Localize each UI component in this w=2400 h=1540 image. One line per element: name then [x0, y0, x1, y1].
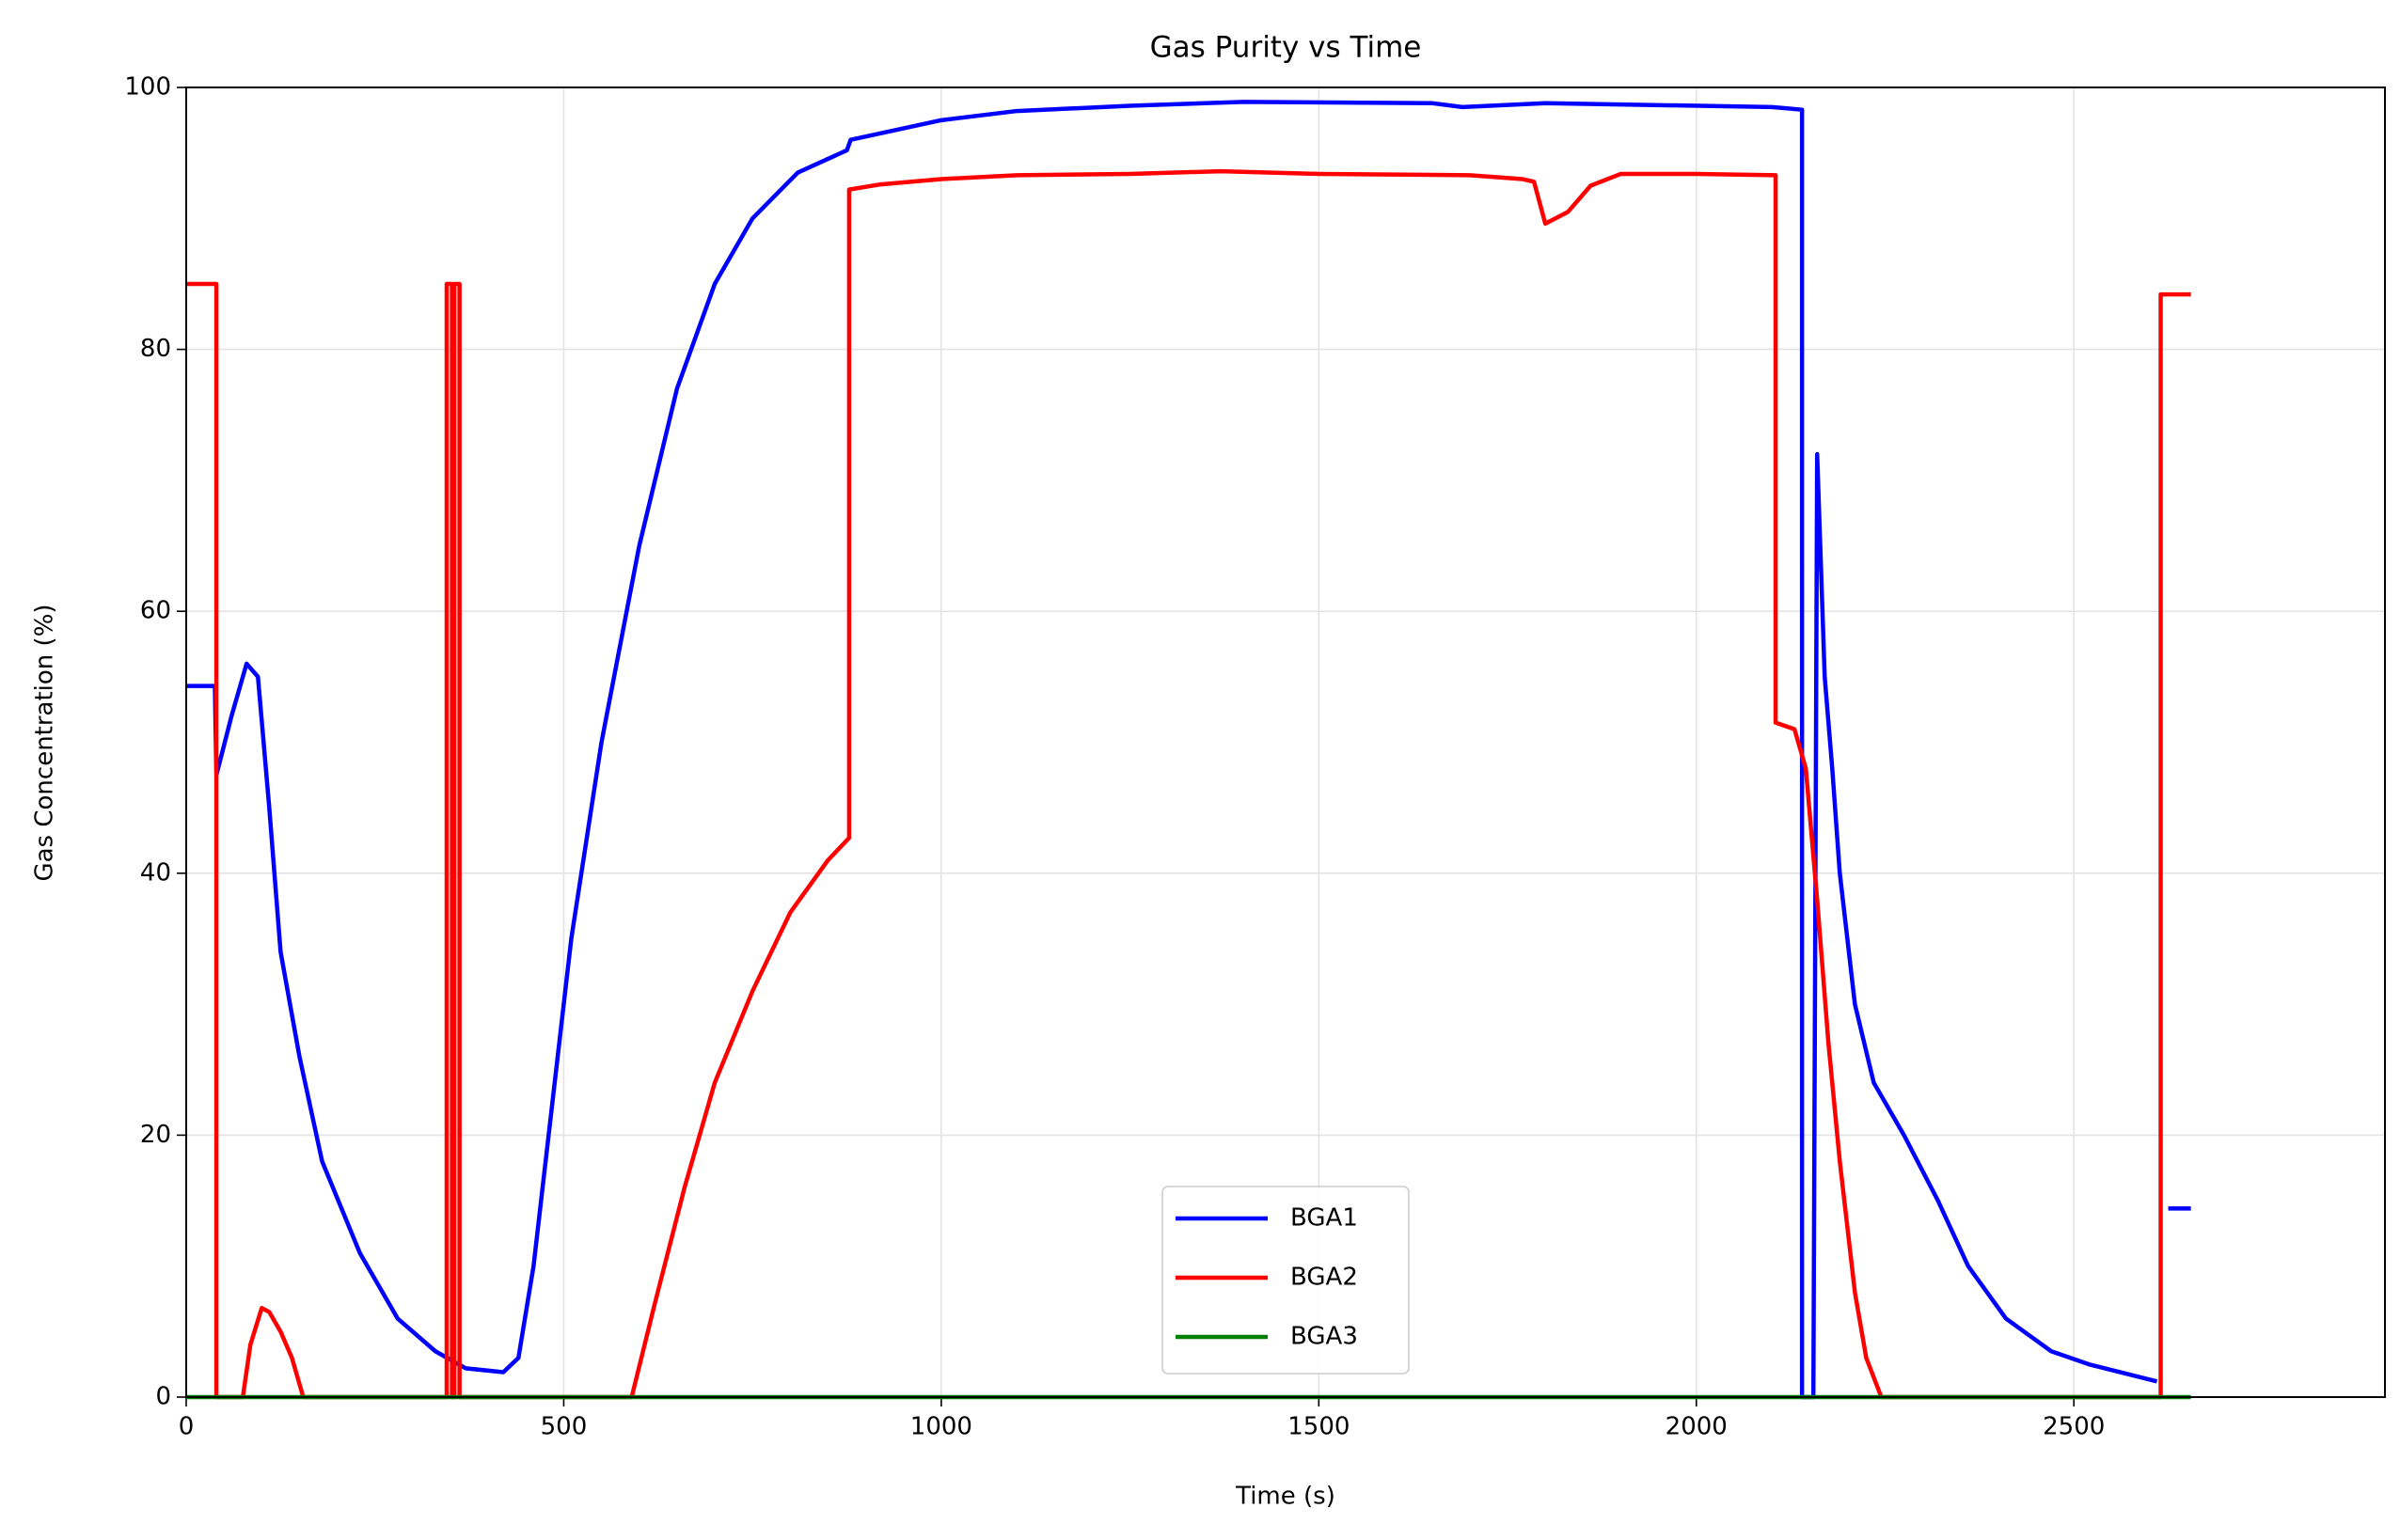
- y-axis-label: Gas Concentration (%): [31, 604, 59, 881]
- y-tick-label: 80: [140, 335, 171, 363]
- plot-frame: [185, 86, 2386, 1398]
- y-tick-label: 20: [140, 1121, 171, 1149]
- y-tick-label: 100: [124, 73, 171, 102]
- x-tick-label: 500: [541, 1413, 588, 1441]
- chart-title: Gas Purity vs Time: [1150, 31, 1422, 65]
- x-axis-label: Time (s): [1235, 1483, 1335, 1511]
- data-line: [186, 100, 2191, 1400]
- x-tick-label: 2500: [2043, 1413, 2105, 1441]
- legend-label: BGA2: [1290, 1264, 1358, 1292]
- x-tick-label: 0: [179, 1413, 195, 1441]
- legend-label: BGA3: [1290, 1323, 1358, 1351]
- x-tick-label: 1500: [1287, 1413, 1350, 1441]
- legend-box: [1161, 1186, 1410, 1375]
- legend-label: BGA1: [1290, 1204, 1358, 1233]
- y-tick-label: 60: [140, 597, 171, 625]
- y-tick-label: 40: [140, 858, 171, 887]
- data-line: [186, 168, 2191, 1400]
- x-tick-label: 1000: [910, 1413, 972, 1441]
- y-tick-label: 0: [155, 1383, 171, 1411]
- x-tick-label: 2000: [1666, 1413, 1728, 1441]
